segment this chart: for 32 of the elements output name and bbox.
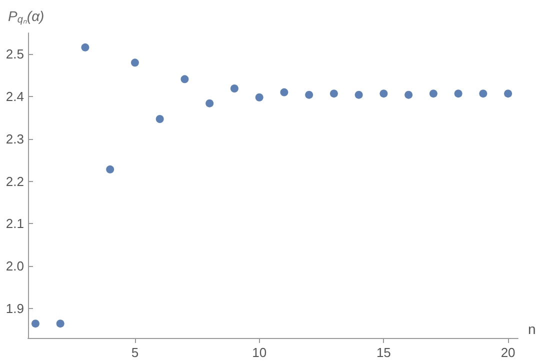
x-tick-label: 10 <box>252 345 267 360</box>
point <box>156 114 164 123</box>
x-tick-label: 5 <box>131 345 139 360</box>
point <box>180 75 189 84</box>
point <box>106 165 114 174</box>
point <box>206 99 214 108</box>
point <box>31 320 40 328</box>
point <box>479 90 488 98</box>
y-tick-label: 2.0 <box>6 258 24 274</box>
point <box>81 43 90 52</box>
y-tick-label: 2.1 <box>6 216 24 232</box>
y-tick-label: 2.4 <box>6 89 24 104</box>
point <box>380 90 388 98</box>
x-tick-label: 15 <box>376 345 391 360</box>
point <box>56 320 64 328</box>
point <box>280 88 288 96</box>
point <box>404 90 413 99</box>
y-tick-label: 2.2 <box>6 174 24 189</box>
x-axis-title: n <box>528 321 536 337</box>
x-tick-label: 20 <box>500 345 516 360</box>
point <box>230 84 238 92</box>
y-tick-label: 1.9 <box>6 300 24 316</box>
point <box>454 90 462 98</box>
point <box>354 90 363 99</box>
point <box>305 90 314 99</box>
point <box>504 90 512 98</box>
y-tick-label: 2.5 <box>6 46 24 62</box>
point <box>330 90 338 98</box>
point <box>429 90 438 98</box>
point <box>255 93 264 102</box>
point <box>130 58 139 67</box>
y-tick-label: 2.3 <box>6 131 24 146</box>
